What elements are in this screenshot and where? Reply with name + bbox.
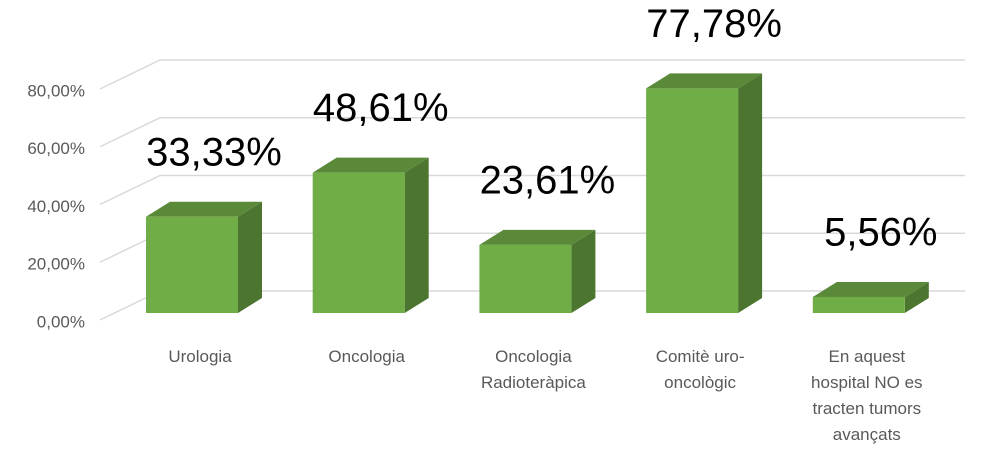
- bar-top: [812, 281, 929, 297]
- y-tick-label: 0,00%: [37, 312, 85, 331]
- x-tick-line: Oncologia: [495, 347, 572, 366]
- bar-side: [904, 281, 929, 313]
- bar-top: [646, 73, 763, 89]
- bar-front: [646, 88, 739, 313]
- x-tick-line: En aquest: [829, 347, 906, 366]
- bar: [646, 73, 763, 313]
- x-tick-line: Oncologia: [328, 347, 405, 366]
- x-tick-line: Urologia: [168, 347, 232, 366]
- x-tick-line: hospital NO es: [811, 373, 923, 392]
- bar-front: [479, 244, 572, 313]
- y-tick-label: 40,00%: [27, 197, 85, 216]
- value-label: 5,56%: [824, 211, 937, 255]
- bar-top: [146, 201, 262, 217]
- value-label: 48,61%: [313, 86, 449, 130]
- x-tick-label: Comitè uro-oncològic: [656, 347, 745, 392]
- x-tick-line: Comitè uro-: [656, 347, 745, 366]
- y-tick-label: 60,00%: [27, 139, 85, 158]
- bar-side: [738, 73, 763, 313]
- x-tick-line: Radioteràpica: [481, 373, 586, 392]
- bar-top: [312, 157, 429, 173]
- value-label: 77,78%: [646, 2, 782, 46]
- x-tick-line: tracten tumors: [812, 399, 921, 418]
- bar: [812, 281, 929, 313]
- value-label: 33,33%: [146, 130, 282, 174]
- bar: [312, 157, 429, 313]
- x-tick-line: oncològic: [664, 373, 736, 392]
- bar: [479, 229, 596, 313]
- y-tick-label: 20,00%: [27, 255, 85, 274]
- bar-front: [312, 172, 405, 313]
- x-tick-label: En aquest hospital NO es tracten tumors ava…: [811, 347, 923, 444]
- x-tick-label: Oncologia: [328, 347, 405, 366]
- bar-side: [571, 229, 596, 313]
- bar-side: [238, 201, 262, 313]
- x-tick-line: avançats: [833, 425, 901, 444]
- bar-side: [404, 157, 429, 313]
- y-tick-label: 80,00%: [27, 81, 85, 100]
- bar: [146, 201, 262, 313]
- bar-front: [146, 216, 238, 313]
- x-tick-label: Oncologia Radioteràpica: [481, 347, 586, 392]
- x-tick-label: Urologia: [168, 347, 232, 366]
- bar-front: [812, 296, 905, 313]
- grid-line: [99, 59, 965, 90]
- value-label: 23,61%: [480, 158, 616, 202]
- bar-top: [479, 229, 596, 245]
